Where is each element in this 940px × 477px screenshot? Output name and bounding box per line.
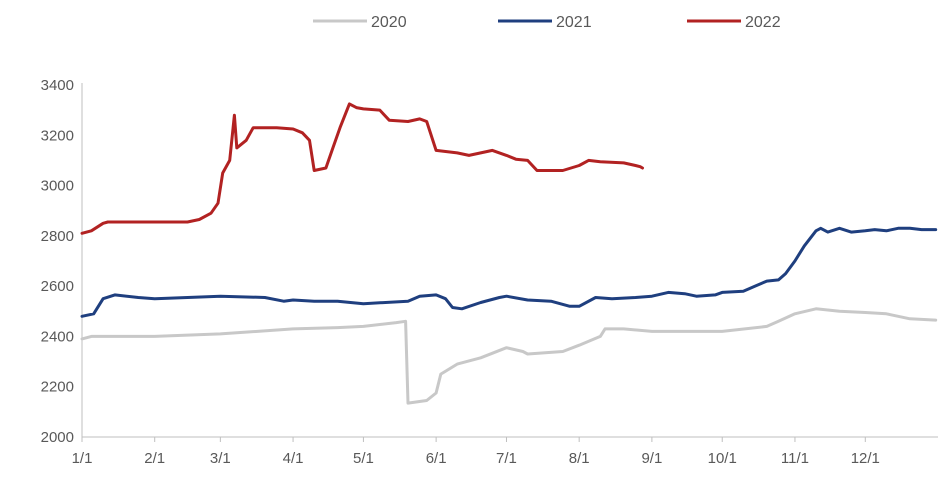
series-line-2022 xyxy=(80,102,644,235)
x-tick-label: 9/1 xyxy=(641,450,662,467)
x-tick-label: 1/1 xyxy=(72,450,93,467)
y-tick-label: 2400 xyxy=(41,328,74,345)
x-tick-label: 5/1 xyxy=(353,450,374,467)
series-line-2020 xyxy=(80,307,938,405)
y-tick-label: 2600 xyxy=(41,278,74,295)
legend-label-2021: 2021 xyxy=(556,14,592,31)
y-axis: 2000 2200 2400 2600 2800 3000 3200 3400 xyxy=(41,77,83,446)
y-tick-label: 3200 xyxy=(41,127,74,144)
legend-label-2022: 2022 xyxy=(745,14,781,31)
x-tick-label: 4/1 xyxy=(283,450,304,467)
x-tick-label: 6/1 xyxy=(426,450,447,467)
y-tick-label: 2200 xyxy=(41,379,74,396)
x-tick-label: 2/1 xyxy=(144,450,165,467)
y-tick-label: 3400 xyxy=(41,77,74,94)
y-tick-label: 2000 xyxy=(41,429,74,446)
x-axis: 1/1 2/1 3/1 4/1 5/1 6/1 7/1 8/1 9/1 10/1 11/1 12/1 xyxy=(72,436,938,467)
legend-label-2020: 2020 xyxy=(371,14,407,31)
x-tick-label: 10/1 xyxy=(708,450,737,467)
x-tick-label: 11/1 xyxy=(781,450,809,467)
x-tick-label: 8/1 xyxy=(569,450,590,467)
x-tick-label: 12/1 xyxy=(851,450,880,467)
y-tick-label: 2800 xyxy=(41,228,74,245)
x-tick-label: 7/1 xyxy=(496,450,517,467)
series-line-2021 xyxy=(80,226,938,318)
plot-area xyxy=(80,102,938,405)
legend: 2020 2021 2022 xyxy=(313,14,781,31)
y-tick-label: 3000 xyxy=(41,178,74,195)
x-tick-label: 3/1 xyxy=(210,450,231,467)
